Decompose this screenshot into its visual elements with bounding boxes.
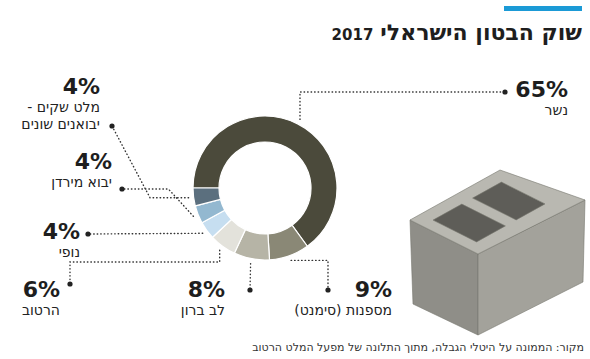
category-label: יבוא מירדן	[12, 174, 112, 191]
page: {"chart_data": {"type": "donut", "title"…	[0, 0, 590, 359]
category-label: מלט שקים - יבואנים שונים	[0, 99, 100, 133]
value-label: 8%	[135, 278, 225, 302]
data-label: 4%נופי	[10, 220, 80, 261]
leader-dot	[119, 186, 124, 191]
leader-dot	[85, 231, 90, 236]
block-hole	[473, 182, 545, 220]
category-label: נשר	[478, 102, 568, 119]
slice	[268, 225, 307, 260]
leader-dot	[109, 123, 114, 128]
leader-dot	[67, 281, 72, 286]
stage: שוק הבטון הישראלי 2017 65%נשר 9%מספנות (סימ…	[0, 0, 590, 359]
block-illustration	[410, 170, 585, 335]
slices	[193, 116, 337, 260]
data-label: 4%יבוא מירדן	[12, 150, 112, 191]
data-label: 6%הרטוב	[0, 278, 60, 319]
title: שוק הבטון הישראלי	[380, 20, 582, 45]
value-label: 4%	[0, 75, 100, 99]
category-label: הרטוב	[0, 302, 60, 319]
title-accent	[504, 6, 582, 11]
value-label: 6%	[0, 278, 60, 302]
value-label: 9%	[262, 278, 392, 302]
data-label: 4%מלט שקים - יבואנים שונים	[0, 75, 100, 133]
category-label: לב ברון	[135, 302, 225, 319]
value-label: 4%	[10, 220, 80, 244]
leader-dot	[247, 287, 252, 292]
slice	[193, 188, 220, 206]
data-label: 65%נשר	[478, 78, 568, 119]
leader-line	[300, 92, 505, 119]
block-face	[410, 170, 585, 254]
leader-line	[249, 264, 251, 290]
category-label: מספנות (סימנט)	[262, 302, 392, 319]
value-label: 4%	[12, 150, 112, 174]
leader-dot	[325, 287, 330, 292]
subtitle: 2017	[332, 26, 374, 44]
data-label: 9%מספנות (סימנט)	[262, 278, 392, 319]
value-label: 65%	[478, 78, 568, 102]
title-box: שוק הבטון הישראלי 2017	[332, 20, 582, 45]
leader-line	[112, 126, 189, 198]
leader-line	[291, 260, 328, 290]
leaders	[67, 89, 507, 292]
block-hole	[433, 204, 505, 242]
leader-line	[122, 189, 193, 216]
category-label: נופי	[10, 244, 80, 261]
source: מקור: הממונה על היטלי הגבלה, מתוך התלונה…	[252, 341, 584, 354]
slice	[193, 116, 337, 246]
data-label: 8%לב ברון	[135, 278, 225, 319]
leader-line	[88, 233, 203, 235]
leader-dot	[502, 89, 507, 94]
